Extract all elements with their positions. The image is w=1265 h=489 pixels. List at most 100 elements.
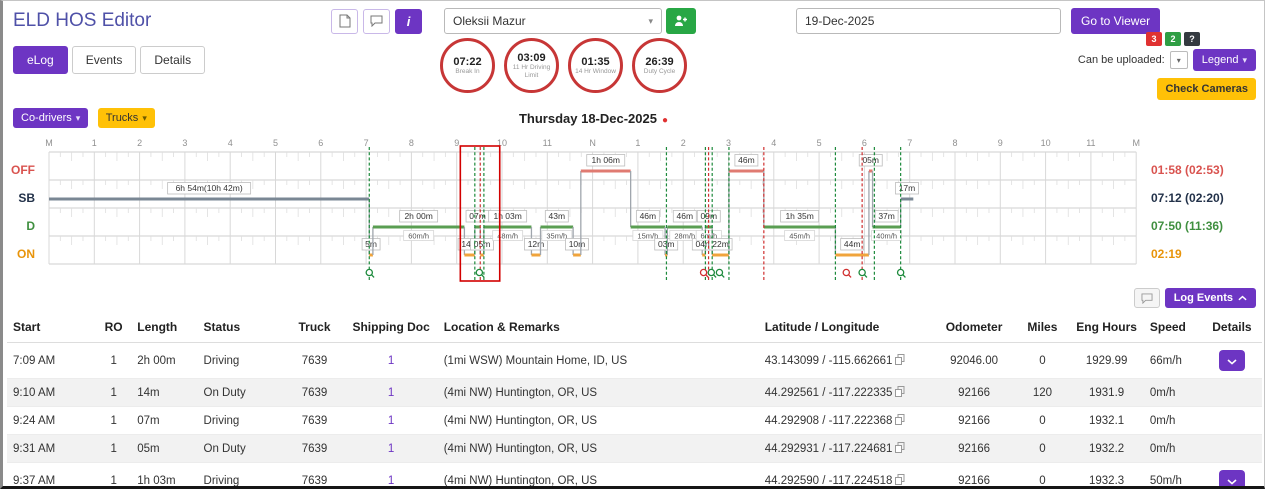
driver-name: Oleksii Mazur — [453, 14, 526, 28]
svg-text:14m: 14m — [461, 239, 478, 249]
shipping-doc-link[interactable]: 1 — [387, 354, 395, 367]
tab-elog[interactable]: eLog — [13, 46, 68, 74]
shipping-doc-link[interactable]: 1 — [387, 386, 395, 399]
latlng-value: 44.292908 / -117.222368 — [764, 415, 893, 427]
svg-text:1: 1 — [635, 138, 640, 148]
hos-graph-svg[interactable]: M 1 2 3 4 5 6 7 8 9 10 11 N 1 2 3 4 5 6 7 8 9 10 11 M 6h 54m(10h … — [39, 134, 1149, 286]
trucks-button[interactable]: Trucks ▾ — [97, 108, 155, 128]
cell-ro: 1 — [96, 406, 132, 435]
cell-start: 9:37 AM — [7, 462, 97, 486]
cell-location-remarks: (4mi NW) Huntington, OR, US — [437, 462, 759, 486]
go-to-viewer-button[interactable]: Go to Viewer — [1071, 8, 1161, 34]
col-header-location-remarks: Location & Remarks — [437, 312, 759, 343]
copy-icon[interactable] — [895, 442, 905, 453]
cell-ro: 1 — [96, 434, 132, 463]
duty-totals: 01:58 (02:53) 07:12 (02:20) 07:50 (11:36) 0… — [1149, 134, 1261, 286]
svg-text:46m: 46m — [640, 211, 657, 221]
current-day-date: Thursday 18-Dec-2025 — [518, 111, 657, 126]
comments-button[interactable] — [1133, 288, 1160, 308]
chevron-down-icon: ▾ — [1176, 55, 1181, 65]
date-input[interactable] — [796, 8, 1061, 34]
cell-location-remarks: (4mi NW) Huntington, OR, US — [437, 434, 759, 463]
gauges: 07:22 Break In 03:09 11 Hr Driving Limit 01:… — [440, 38, 687, 93]
col-header-latitude-longitude: Latitude / Longitude — [758, 312, 933, 343]
copy-icon[interactable] — [895, 354, 905, 365]
question-count-badge: ? — [1184, 32, 1200, 46]
cell-length: 1h 03m — [131, 462, 198, 486]
shipping-doc-link[interactable]: 1 — [387, 474, 395, 487]
chevron-down-icon: ▾ — [142, 112, 147, 123]
driver-count-badge: 3 — [1146, 32, 1162, 46]
upload-line: Can be uploaded: ▾ Legend ▾ — [1078, 49, 1256, 71]
log-events-label: Log Events — [1173, 292, 1233, 304]
cell-location-remarks: (1mi WSW) Mountain Home, ID, US — [437, 342, 759, 379]
copy-icon[interactable] — [895, 386, 905, 397]
co-drivers-button[interactable]: Co-drivers ▾ — [13, 108, 89, 128]
cell-shipping-doc: 1 — [344, 378, 438, 407]
svg-text:05m: 05m — [862, 155, 879, 165]
svg-text:28m/h: 28m/h — [674, 231, 695, 240]
shipping-doc-link[interactable]: 1 — [387, 414, 395, 427]
chat-icon — [1141, 292, 1153, 304]
duty-total-sb: 07:12 (02:20) — [1151, 191, 1224, 205]
duty-row-labels: OFF SB D ON — [5, 134, 39, 286]
copy-icon[interactable] — [895, 474, 905, 485]
header-icon-buttons: i — [331, 8, 422, 34]
svg-text:1h 06m: 1h 06m — [592, 155, 620, 165]
cell-ro: 1 — [96, 378, 132, 407]
copy-icon[interactable] — [895, 414, 905, 425]
cell-latlng: 44.292931 / -117.224681 — [758, 434, 933, 463]
duty-total-on: 02:19 — [1151, 247, 1182, 261]
svg-text:1h 03m: 1h 03m — [493, 211, 521, 221]
row-details-button[interactable] — [1218, 470, 1245, 486]
legend-button[interactable]: Legend ▾ — [1192, 49, 1256, 71]
svg-text:N: N — [589, 138, 596, 148]
svg-text:1h 35m: 1h 35m — [785, 211, 813, 221]
tab-details[interactable]: Details — [140, 46, 206, 74]
cell-miles: 0 — [1015, 434, 1070, 463]
col-header-details: Details — [1201, 312, 1262, 343]
svg-text:6h 54m(10h 42m): 6h 54m(10h 42m) — [176, 183, 243, 193]
col-header-shipping-doc: Shipping Doc — [344, 312, 438, 343]
cell-start: 9:24 AM — [7, 406, 97, 435]
svg-text:4: 4 — [228, 138, 233, 148]
row-details-button[interactable] — [1218, 350, 1245, 371]
tab-events[interactable]: Events — [71, 46, 137, 74]
chevron-down-icon — [1227, 359, 1237, 365]
document-icon — [339, 14, 350, 28]
cell-eng-hours: 1932.1 — [1069, 406, 1144, 435]
can-be-uploaded-select[interactable]: ▾ — [1169, 51, 1188, 69]
cell-truck: 7639 — [284, 406, 345, 435]
cell-odometer: 92166 — [932, 434, 1016, 463]
add-driver-button[interactable] — [666, 8, 696, 34]
document-button[interactable] — [331, 8, 358, 34]
chat-button[interactable] — [363, 8, 390, 34]
svg-text:43m: 43m — [549, 211, 566, 221]
svg-text:M: M — [45, 138, 53, 148]
cell-status: Driving — [197, 462, 285, 486]
info-button[interactable]: i — [395, 8, 422, 34]
svg-text:22m: 22m — [712, 239, 729, 249]
svg-text:04m: 04m — [696, 239, 713, 249]
svg-text:5: 5 — [817, 138, 822, 148]
duty-total-d: 07:50 (11:36) — [1151, 219, 1224, 233]
gauge-value: 01:35 — [581, 55, 610, 68]
gauge-14-hr-window: 01:35 14 Hr Window — [568, 38, 623, 93]
log-events-button[interactable]: Log Events — [1164, 288, 1256, 308]
chevron-down-icon: ▾ — [648, 15, 653, 26]
cell-miles: 120 — [1015, 378, 1070, 407]
duty-label-off: OFF — [11, 163, 35, 177]
driver-select[interactable]: Oleksii Mazur ▾ — [444, 8, 662, 34]
cell-length: 05m — [131, 434, 198, 463]
cell-odometer: 92166 — [932, 462, 1016, 486]
svg-text:46m: 46m — [677, 211, 694, 221]
shipping-doc-link[interactable]: 1 — [387, 442, 395, 455]
svg-text:8: 8 — [952, 138, 957, 148]
check-cameras-button[interactable]: Check Cameras — [1157, 78, 1256, 100]
col-header-ro: RO — [96, 312, 132, 343]
cell-eng-hours: 1931.9 — [1069, 378, 1144, 407]
svg-text:45m/h: 45m/h — [789, 231, 810, 240]
gauge-label: Duty Cycle — [643, 67, 676, 75]
svg-text:M: M — [1132, 138, 1140, 148]
